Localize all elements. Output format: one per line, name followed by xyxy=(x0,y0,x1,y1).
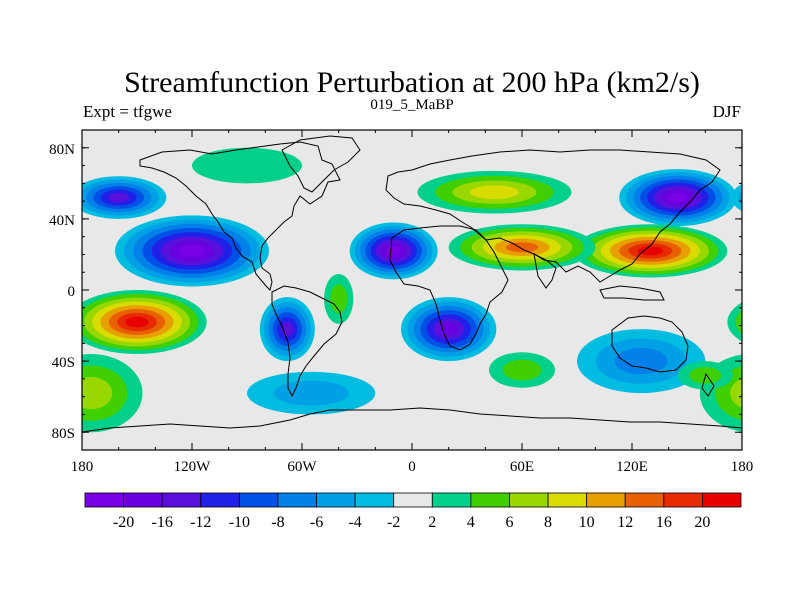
y-axis: 80N 40N 0 40S 80S xyxy=(49,129,742,451)
colorbar-label: 12 xyxy=(617,514,633,531)
coastline-greenland xyxy=(281,135,361,193)
colorbar-label: -12 xyxy=(190,514,211,531)
colorbar-swatch xyxy=(84,492,124,508)
contour-band xyxy=(82,377,113,410)
contour-band xyxy=(108,192,130,203)
colorbar-label: 4 xyxy=(467,514,475,531)
anomaly-center xyxy=(619,169,737,226)
contour-band xyxy=(735,309,742,335)
colorbar-swatch xyxy=(123,492,163,508)
anomaly-center xyxy=(82,290,800,354)
contour-band xyxy=(730,378,742,408)
colorbar-label: 8 xyxy=(544,514,552,531)
x-axis: 180 120W 60W 0 60E 120E 180 xyxy=(71,130,754,475)
anomaly-center xyxy=(401,297,497,362)
contour-band xyxy=(439,323,458,336)
coastline-south-america xyxy=(271,285,343,398)
x-tick-label: 120W xyxy=(174,459,212,475)
colorbar-swatch xyxy=(624,492,665,508)
y-tick-label: 80S xyxy=(52,426,75,442)
colorbar-swatch xyxy=(663,492,703,508)
colorbar-swatch xyxy=(200,492,240,508)
chart-title: Streamfunction Perturbation at 200 hPa (… xyxy=(124,66,700,99)
x-tick-label: 60W xyxy=(287,459,317,475)
coastline-outlines xyxy=(82,135,742,433)
colorbar-label: 20 xyxy=(694,514,710,531)
subtitle-right: DJF xyxy=(713,102,741,121)
colorbar-swatch xyxy=(393,492,433,508)
colorbar-label: -20 xyxy=(113,514,134,531)
coastline-eurasia xyxy=(385,149,721,283)
contour-band xyxy=(273,380,349,406)
colorbar-label: -8 xyxy=(271,514,284,531)
y-tick-label: 40S xyxy=(52,355,75,371)
coastline-australia xyxy=(611,315,689,373)
contour-band xyxy=(330,284,348,314)
contour-band xyxy=(637,246,664,256)
colorbar-label: -4 xyxy=(348,514,361,531)
colorbar-label: 6 xyxy=(505,514,513,531)
colorbar-swatch xyxy=(316,492,356,508)
contour-band xyxy=(470,185,519,200)
anomaly-center xyxy=(577,329,706,394)
y-tick-label: 40N xyxy=(49,213,75,229)
colorbar-swatch xyxy=(277,492,317,508)
anomaly-center xyxy=(115,215,269,287)
colorbar-swatch xyxy=(547,492,588,508)
y-tick-label: 80N xyxy=(49,142,75,158)
contour-band xyxy=(727,302,742,342)
contour-field xyxy=(82,130,800,450)
colorbar-label: 2 xyxy=(428,514,436,531)
anomaly-center xyxy=(259,297,315,362)
coastline-africa xyxy=(389,225,509,351)
contour-band xyxy=(386,246,401,256)
contour-band xyxy=(192,147,302,184)
anomaly-center xyxy=(489,352,555,388)
coastline-india xyxy=(533,253,557,289)
colorbar-swatch xyxy=(238,492,279,508)
colorbar-label: -10 xyxy=(229,514,250,531)
y-tick-label: 0 xyxy=(68,284,76,300)
anomaly-center xyxy=(192,147,302,184)
contour-band xyxy=(179,244,205,257)
colorbar-swatch xyxy=(354,492,395,508)
contour-band xyxy=(746,183,800,212)
anomaly-center xyxy=(247,371,376,415)
contour-band xyxy=(614,347,668,375)
colorbar-label: -6 xyxy=(310,514,323,531)
x-tick-label: 180 xyxy=(731,459,754,475)
colorbar: -20 -16 -12 -10 -8 -6 -4 -2 2 4 6 8 10 12 16 20 xyxy=(84,492,742,531)
colorbar-swatch xyxy=(586,492,626,508)
anomaly-center xyxy=(573,224,728,278)
coastline-north-america xyxy=(139,141,341,291)
subtitle-center: 019_5_MaBP xyxy=(370,97,453,113)
subtitle-left: Expt = tfgwe xyxy=(83,102,172,121)
coastline-antarctica xyxy=(82,407,742,433)
colorbar-label: 10 xyxy=(579,514,595,531)
contour-band xyxy=(125,316,149,328)
contour-band xyxy=(744,298,800,347)
contour-band xyxy=(738,190,742,205)
colorbar-label: -2 xyxy=(387,514,400,531)
colorbar-swatch xyxy=(702,492,742,508)
colorbar-swatch xyxy=(470,492,510,508)
anomaly-center xyxy=(324,274,354,324)
colorbar-swatch xyxy=(431,492,472,508)
coastline-islands xyxy=(599,285,715,397)
contour-band xyxy=(668,192,688,203)
x-tick-label: 180 xyxy=(71,459,94,475)
contour-band xyxy=(505,242,539,253)
colorbar-swatch xyxy=(161,492,202,508)
anomaly-center xyxy=(417,170,572,214)
colorbar-swatch xyxy=(509,492,549,508)
x-tick-label: 0 xyxy=(408,459,416,475)
colorbar-label: -16 xyxy=(152,514,173,531)
anomaly-center xyxy=(349,222,438,280)
contour-band xyxy=(502,359,542,381)
anomaly-center xyxy=(448,224,596,271)
x-tick-label: 120E xyxy=(616,459,648,475)
x-tick-label: 60E xyxy=(510,459,534,475)
colorbar-label: 16 xyxy=(656,514,672,531)
